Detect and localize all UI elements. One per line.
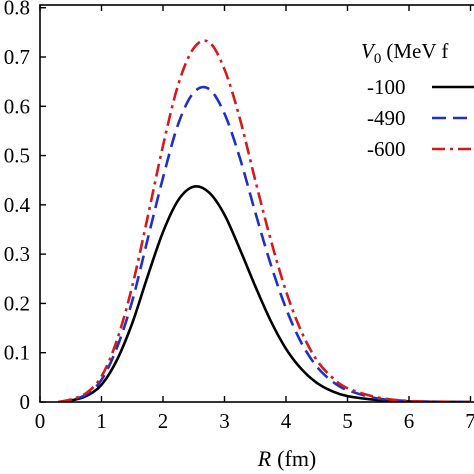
legend-title-symbol: V <box>361 39 376 63</box>
series-lines <box>58 39 471 402</box>
legend-entry-label: -100 <box>367 75 406 99</box>
x-axis-label-unit: (fm) <box>277 446 316 471</box>
axis-ticks: 0 1 2 3 4 5 6 7 0 0.1 0.2 0.3 0.4 0.5 0.6 0.7 0.8 <box>4 0 474 433</box>
x-tick-label: 0 <box>35 409 46 433</box>
x-tick-label: 4 <box>281 409 292 433</box>
y-tick-label: 0.5 <box>4 144 30 168</box>
legend-title-subscript: 0 <box>374 51 382 67</box>
x-tick-label: 5 <box>342 409 353 433</box>
y-tick-label: 0.3 <box>4 242 30 266</box>
plot-frame <box>39 4 474 403</box>
x-axis-label: R (fm) <box>257 446 317 471</box>
x-tick-label: 2 <box>158 409 169 433</box>
legend-entries: -100 -490 -600 <box>367 75 474 161</box>
x-tick-label: 3 <box>219 409 230 433</box>
x-tick-label: 6 <box>404 409 415 433</box>
series-line-1 <box>58 185 471 402</box>
legend-title-unit: (MeV f <box>386 39 448 63</box>
y-tick-label: 0.7 <box>4 45 30 69</box>
series-line-3 <box>58 39 471 402</box>
legend: V0 (MeV f -100 -490 -600 <box>361 39 474 161</box>
y-tick-label: 0 <box>20 390 31 414</box>
x-tick-label: 7 <box>465 409 474 433</box>
y-tick-label: 0.2 <box>4 291 30 315</box>
y-tick-label: 0.6 <box>4 94 30 118</box>
x-axis-label-var: R <box>257 446 272 471</box>
series-line-2 <box>58 85 471 402</box>
y-tick-label: 0.4 <box>4 193 31 217</box>
y-tick-label: 0.1 <box>4 341 30 365</box>
x-tick-label: 1 <box>96 409 107 433</box>
y-tick-label: 0.8 <box>4 0 30 20</box>
legend-entry-label: -600 <box>367 137 406 161</box>
legend-entry-label: -490 <box>367 106 406 130</box>
legend-title: V0 (MeV f <box>361 39 448 67</box>
